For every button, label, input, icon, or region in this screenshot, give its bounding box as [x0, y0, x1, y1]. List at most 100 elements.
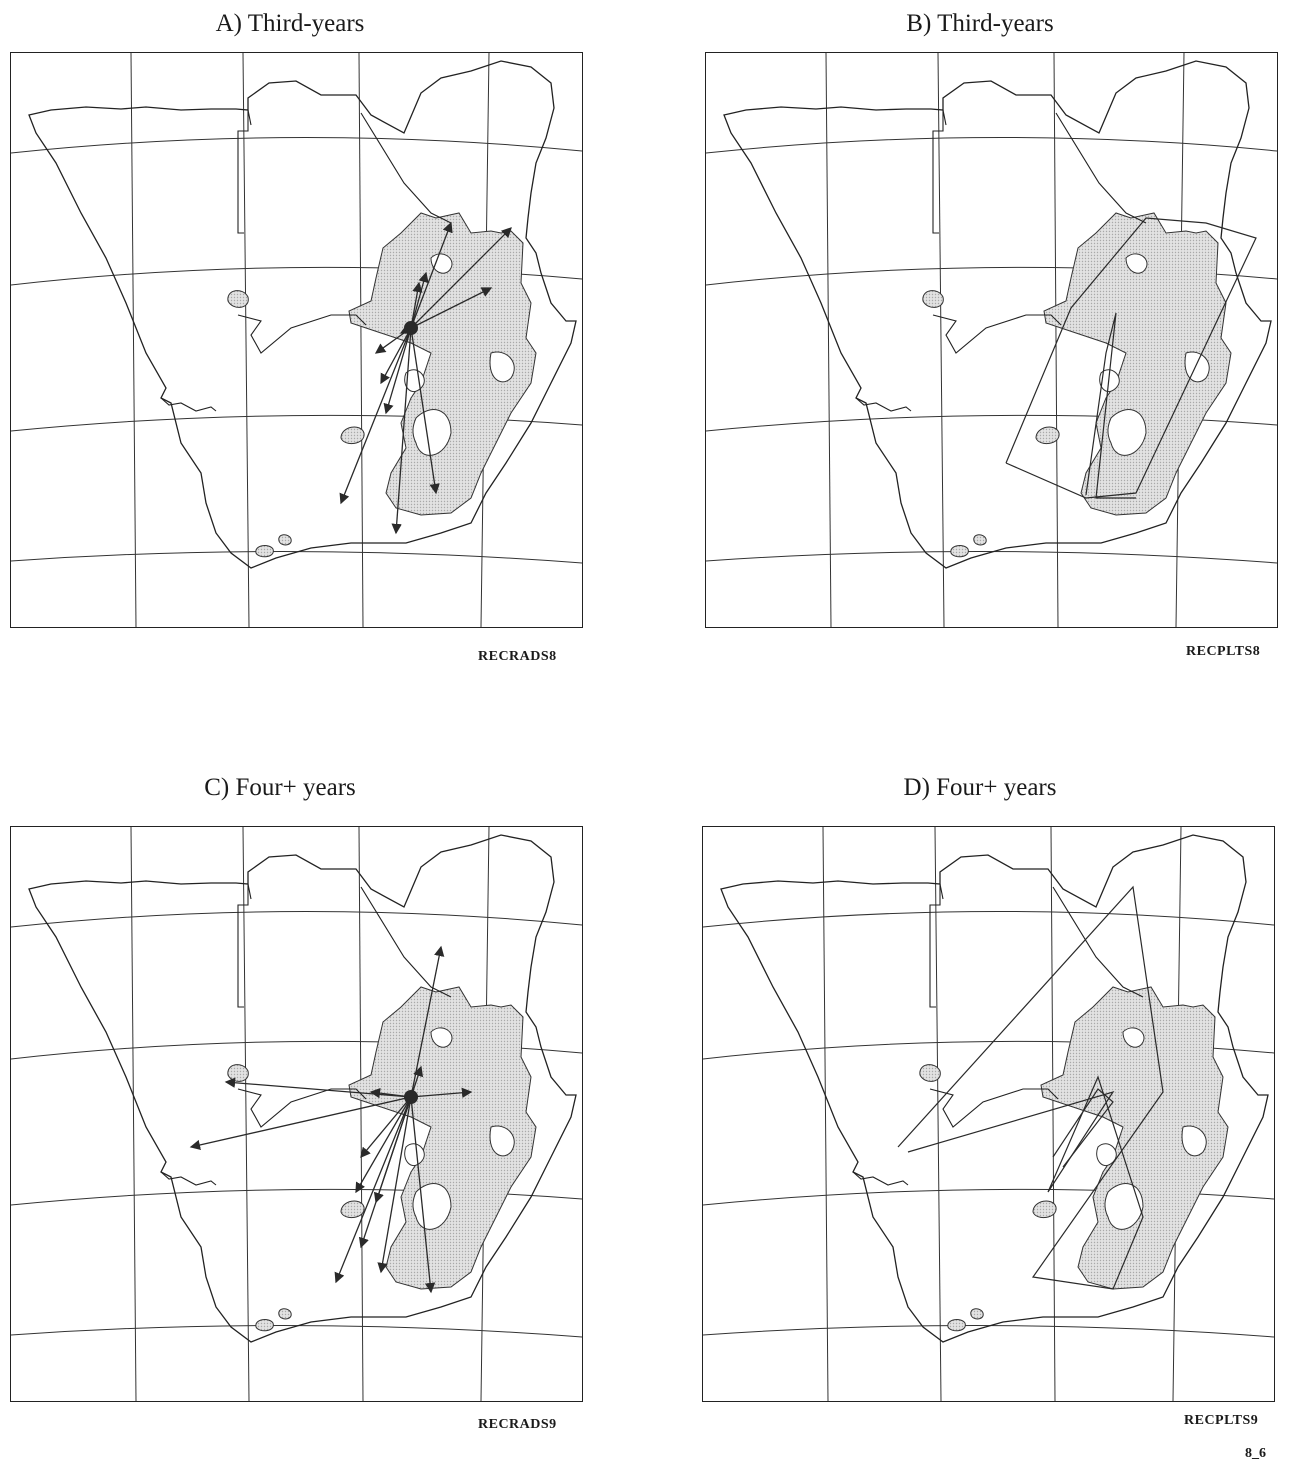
distribution-area [922, 290, 944, 308]
recovery-arrow [355, 1096, 412, 1194]
map-base [11, 53, 582, 627]
distribution-area [278, 1308, 292, 1320]
recovery-arrow [374, 327, 412, 354]
border-line [852, 1171, 909, 1186]
recovery-arrow [410, 271, 429, 329]
border-line [160, 1171, 217, 1186]
graticule-line [358, 53, 364, 627]
panel-c-map [10, 826, 583, 1402]
graticule-line [242, 53, 250, 627]
map-svg [11, 53, 582, 627]
panel-a-title: A) Third-years [215, 10, 365, 37]
border-line [160, 397, 217, 412]
graticule-line [703, 911, 1274, 928]
graticule-line [825, 53, 832, 627]
graticule-line [703, 1324, 1274, 1338]
recovery-arrow [410, 1087, 473, 1098]
border-line [360, 112, 452, 224]
recovery-arrow [391, 327, 412, 535]
graticule-line [242, 827, 250, 1401]
recovery-track [897, 885, 1164, 1290]
distribution-area [1035, 426, 1060, 445]
graticule-line [358, 827, 364, 1401]
coastline [28, 60, 577, 569]
panel-d-title: D) Four+ years [903, 774, 1057, 801]
range-contour [404, 1143, 425, 1167]
border-line [929, 1088, 1059, 1128]
distribution-area [340, 1200, 365, 1219]
border-line [855, 397, 912, 412]
border-line [1055, 112, 1147, 224]
border-line [237, 314, 367, 354]
range-contour [1184, 351, 1210, 383]
graticule-line [11, 911, 582, 928]
graticule-line [822, 827, 829, 1401]
graticule-line [1053, 53, 1059, 627]
border-line [932, 110, 944, 234]
graticule-line [130, 53, 137, 627]
border-line [247, 109, 252, 126]
page-number: 8_6 [1245, 1446, 1266, 1461]
border-line [360, 886, 452, 998]
recovery-arrow [334, 1096, 412, 1284]
recovery-arrow [189, 1096, 412, 1151]
panel-b-title: B) Third-years [906, 10, 1054, 37]
graticule-line [130, 827, 137, 1401]
graticule-line [1050, 827, 1056, 1401]
distribution-area [1043, 212, 1232, 516]
distribution-area [919, 1064, 941, 1082]
border-line [237, 1088, 367, 1128]
panel-a-code: RECRADS8 [478, 649, 557, 664]
range-contour [412, 1183, 452, 1230]
map-svg [11, 827, 582, 1401]
distribution-area [227, 1064, 249, 1082]
recovery-arrow [339, 327, 412, 505]
range-contour [1104, 1183, 1144, 1230]
map-base [706, 53, 1277, 627]
distribution-area [278, 534, 292, 546]
border-line [237, 110, 249, 234]
graticule-line [11, 137, 582, 154]
recovery-track [1052, 1088, 1114, 1168]
coastline [28, 834, 577, 1343]
recovery-track [1005, 217, 1257, 499]
range-contour [1181, 1125, 1207, 1157]
recovery-layer [897, 885, 1164, 1290]
recovery-arrow [373, 1096, 412, 1204]
graticule-line [934, 827, 942, 1401]
graticule-line [11, 550, 582, 564]
recovery-arrow [360, 1096, 412, 1158]
recovery-arrow [383, 327, 412, 415]
panel-b-code: RECPLTS8 [1186, 644, 1261, 659]
recovery-layer [339, 221, 512, 535]
distribution-area [970, 1308, 984, 1320]
distribution-area [255, 545, 274, 558]
graticule-line [706, 137, 1277, 154]
range-contour [489, 1125, 515, 1157]
border-line [247, 883, 252, 900]
map-svg [706, 53, 1277, 627]
release-site-marker [404, 321, 418, 335]
recovery-arrow [380, 327, 412, 385]
graticule-line [706, 550, 1277, 564]
recovery-layer [189, 945, 473, 1294]
recovery-arrow [224, 1077, 412, 1098]
distribution-area [973, 534, 987, 546]
range-contour [1096, 1143, 1117, 1167]
map-base [703, 827, 1274, 1401]
range-contour [430, 1027, 453, 1048]
panel-a-map [10, 52, 583, 628]
panel-d-map [702, 826, 1275, 1402]
recovery-arrow [410, 327, 440, 495]
distribution-area [1032, 1200, 1057, 1219]
range-contour [1107, 409, 1147, 456]
recovery-arrow [410, 227, 512, 329]
recovery-track [1085, 312, 1136, 499]
recovery-arrow [410, 1096, 436, 1294]
panel-b-map [705, 52, 1278, 628]
distribution-area [1040, 986, 1229, 1290]
distribution-area [227, 290, 249, 308]
panel-c-code: RECRADS9 [478, 1417, 557, 1432]
distribution-area [348, 986, 537, 1290]
border-line [1052, 886, 1144, 998]
